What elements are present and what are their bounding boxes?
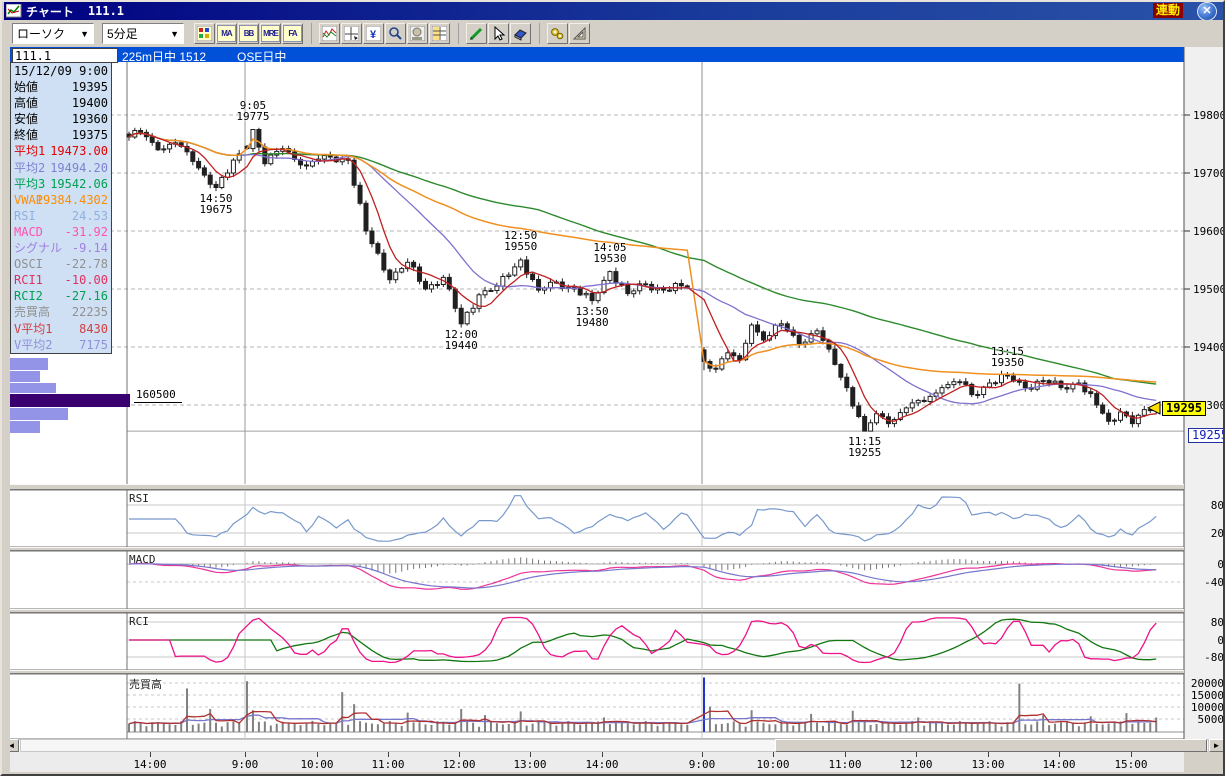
time-tick <box>530 752 531 757</box>
toolbar-separator <box>451 23 459 44</box>
time-tick <box>1059 752 1060 757</box>
left-border <box>2 47 10 774</box>
time-tick <box>388 752 389 757</box>
scrollbar-thumb[interactable] <box>775 739 1207 752</box>
session-label: OSE日中 <box>237 50 287 64</box>
info-row-MACD: MACD -31.92 <box>14 224 108 239</box>
eraser-button[interactable] <box>510 23 531 44</box>
time-tick <box>916 752 917 757</box>
time-axis-label: 11:00 <box>371 758 405 771</box>
right-axis-area <box>1184 47 1223 752</box>
crosshair-chart-button[interactable] <box>341 23 362 44</box>
info-row-OSCI: OSCI -22.78 <box>14 257 108 272</box>
info-row-始値: 始値 19395 <box>14 80 108 95</box>
stamp-button[interactable] <box>407 23 428 44</box>
time-tick <box>317 752 318 757</box>
time-axis-label: 14:00 <box>585 758 619 771</box>
time-tick <box>459 752 460 757</box>
draw-line-button[interactable] <box>466 23 487 44</box>
time-axis-label: 12:00 <box>442 758 476 771</box>
time-axis: 14:00 9:00 10:00 11:00 12:00 13:00 14:00 9:00 10… <box>10 752 1184 772</box>
time-tick <box>245 752 246 757</box>
window-title-value: 111.1 <box>87 4 125 18</box>
app-icon <box>5 3 22 18</box>
info-row-シグナル: シグナル -9.14 <box>14 241 108 256</box>
time-axis-label: 13:00 <box>971 758 1005 771</box>
time-tick <box>1131 752 1132 757</box>
settings-button[interactable] <box>547 23 568 44</box>
info-row-RCI1: RCI1 -10.00 <box>14 273 108 288</box>
board-form-button[interactable] <box>429 23 450 44</box>
svg-text:¥: ¥ <box>370 29 377 41</box>
title-bar: チャート 111.1 連動 ✕ <box>4 2 1223 21</box>
scroll-right-button[interactable]: ► <box>1209 739 1223 752</box>
time-tick <box>845 752 846 757</box>
info-row-平均2: 平均2 19494.20 <box>14 160 108 175</box>
toolbar: ローソク ▼ 5分足 ▼ MA BB MRE FA ¥ <box>4 20 1223 48</box>
time-axis-label: 14:00 <box>133 758 167 771</box>
yen-rate-button[interactable]: ¥ <box>363 23 384 44</box>
measure-button[interactable] <box>569 23 590 44</box>
link-mode-badge[interactable]: 連動 <box>1152 3 1183 18</box>
info-row-終値: 終値 19375 <box>14 128 108 143</box>
instrument-label: 225m日中 1512 <box>122 50 207 64</box>
time-axis-label: 11:00 <box>828 758 862 771</box>
time-axis-label: 10:00 <box>756 758 790 771</box>
chevron-down-icon: ▼ <box>80 28 89 39</box>
timeframe-value: 5分足 <box>107 27 138 41</box>
info-row-平均1: 平均1 19473.00 <box>14 144 108 159</box>
info-time: 9:00 <box>79 64 108 78</box>
info-row-安値: 安値 19360 <box>14 112 108 127</box>
zoom-button[interactable] <box>385 23 406 44</box>
time-axis-label: 9:00 <box>688 758 716 771</box>
fa-indicator-button[interactable]: FA <box>282 23 303 44</box>
time-tick <box>988 752 989 757</box>
bb-indicator-button[interactable]: BB <box>238 23 259 44</box>
info-row-高値: 高値 19400 <box>14 96 108 111</box>
chart-type-dropdown[interactable]: ローソク ▼ <box>12 23 94 44</box>
info-row-売買高: 売買高 22235 <box>14 305 108 320</box>
info-row-V平均1: V平均1 8430 <box>14 321 108 336</box>
info-row-RCI2: RCI2 -27.16 <box>14 289 108 304</box>
info-row-RSI: RSI 24.53 <box>14 208 108 223</box>
timeframe-dropdown[interactable]: 5分足 ▼ <box>102 23 184 44</box>
time-tick <box>150 752 151 757</box>
bottom-border <box>2 772 1223 774</box>
ma-indicator-button[interactable]: MA <box>216 23 237 44</box>
mre-indicator-button[interactable]: MRE <box>260 23 281 44</box>
toolbar-separator <box>532 23 540 44</box>
quote-info-panel: 15/12/09 9:00 始値 19395 高値 19400 安値 19360 終値 19375… <box>10 62 112 354</box>
chart-type-value: ローソク <box>17 27 66 41</box>
info-row-VWAP: VWAP 19384.4302 <box>14 192 108 207</box>
toolbar-icon-group: MA BB MRE FA ¥ <box>194 23 591 44</box>
time-axis-label: 9:00 <box>231 758 259 771</box>
symbol-input[interactable] <box>12 48 118 63</box>
time-axis-label: 12:00 <box>899 758 933 771</box>
window-title: チャート <box>26 4 74 19</box>
time-axis-label: 15:00 <box>1114 758 1148 771</box>
info-date: 15/12/09 <box>14 64 72 78</box>
time-tick <box>602 752 603 757</box>
layout-grid-button[interactable] <box>194 23 215 44</box>
chart-header-bar: 225m日中 1512 OSE日中 <box>10 47 1184 64</box>
time-axis-label: 10:00 <box>300 758 334 771</box>
time-axis-label: 13:00 <box>513 758 547 771</box>
line-chart-button[interactable] <box>319 23 340 44</box>
time-axis-label: 14:00 <box>1042 758 1076 771</box>
info-row-V平均2: V平均2 7175 <box>14 337 108 352</box>
time-tick <box>773 752 774 757</box>
toolbar-separator <box>304 23 312 44</box>
info-row-平均3: 平均3 19542.06 <box>14 176 108 191</box>
chevron-down-icon: ▼ <box>170 28 179 39</box>
time-tick <box>702 752 703 757</box>
pointer-button[interactable] <box>488 23 509 44</box>
